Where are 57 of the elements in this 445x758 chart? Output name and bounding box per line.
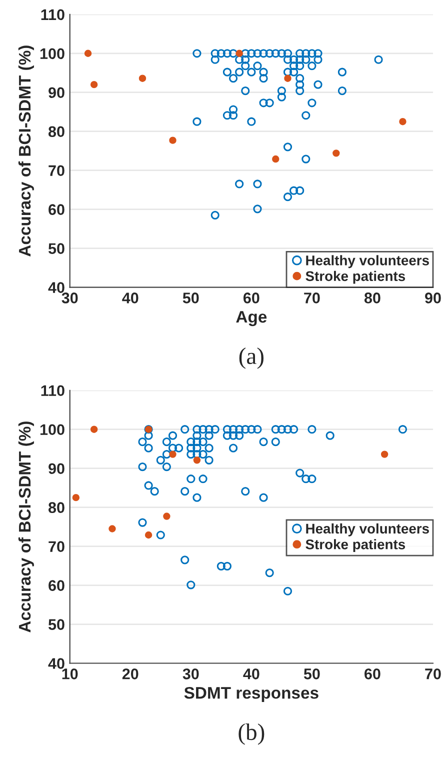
legend-label: Healthy volunteers (306, 523, 429, 536)
point (72, 494, 80, 502)
y-tick-label: 60 (48, 580, 64, 591)
y-tick-label: 110 (41, 385, 64, 396)
y-tick-label: 80 (48, 502, 64, 514)
point (144, 531, 152, 539)
y-axis-title: Accuracy of BCI-SDMT (%) (18, 422, 34, 632)
text: (b) (238, 723, 264, 745)
x-axis-title: Age (236, 311, 267, 326)
point (169, 450, 176, 458)
y-tick-label: 70 (48, 541, 64, 552)
x-tick-label: 60 (243, 292, 260, 304)
x-tick-label: 40 (243, 668, 260, 680)
point (193, 456, 201, 464)
y-tick-label: 50 (48, 619, 64, 630)
x-tick-label: 30 (182, 668, 199, 680)
legend-label: Stroke patients (306, 270, 406, 284)
x-tick-label: 80 (364, 292, 380, 304)
point (332, 150, 340, 157)
x-tick-label: 70 (425, 668, 441, 680)
y-tick-label: 40 (48, 282, 64, 293)
x-tick-label: 70 (304, 292, 320, 304)
point (163, 512, 170, 520)
point (138, 74, 146, 82)
text: (a) (239, 348, 264, 369)
y-tick-label: 100 (40, 48, 64, 60)
y-tick-label: 90 (48, 463, 64, 474)
x-tick-label: 30 (62, 292, 78, 304)
point (169, 136, 176, 144)
x-axis-title: SDMT responses (184, 686, 318, 702)
y-tick-label: 90 (48, 87, 64, 98)
x-tick-label: 40 (122, 292, 138, 304)
x-tick-label: 60 (364, 668, 380, 680)
point (272, 155, 280, 163)
x-tick-label: 50 (182, 292, 199, 304)
point (380, 450, 388, 458)
y-tick-label: 60 (48, 204, 64, 215)
point (236, 50, 243, 57)
x-tick-label: 20 (122, 668, 138, 680)
point (90, 426, 98, 433)
y-axis-title: Accuracy of BCI-SDMT (%) (18, 46, 34, 256)
y-tick-label: 110 (41, 9, 64, 20)
y-tick-label: 50 (48, 243, 64, 254)
y-tick-label: 40 (48, 658, 64, 669)
x-tick-label: 90 (425, 292, 441, 304)
point (284, 74, 292, 82)
y-tick-label: 70 (48, 165, 64, 176)
point (399, 118, 406, 126)
y-tick-label: 100 (40, 424, 64, 436)
x-tick-label: 10 (62, 668, 78, 680)
point (90, 80, 98, 88)
point (108, 525, 116, 532)
legend-label: Stroke patients (306, 539, 406, 552)
x-tick-label: 50 (304, 668, 320, 680)
y-tick-label: 80 (48, 126, 64, 138)
point (84, 50, 92, 57)
legend-label: Healthy volunteers (306, 255, 429, 268)
